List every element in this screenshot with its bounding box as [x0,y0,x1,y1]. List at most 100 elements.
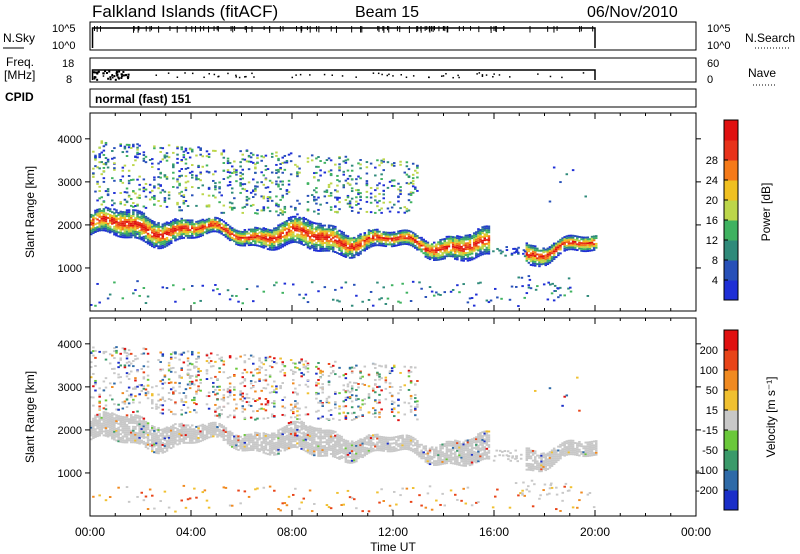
power-cell [220,152,223,155]
velocity-cell [106,412,110,415]
velocity-cell [222,429,226,432]
power-cell [334,241,337,244]
power-cell [359,199,362,202]
power-cell [449,237,453,240]
velocity-cell [178,358,181,361]
velocity-cell [292,428,295,431]
power-cell [563,247,566,250]
power-cell [254,230,257,233]
colorbar-frame [723,119,739,301]
power-cell [106,193,110,196]
power-cell [321,246,324,248]
power-cell [498,249,501,252]
power-cell [552,250,556,253]
velocity-cell [111,414,114,417]
power-cell [157,247,160,250]
power-cell [275,230,278,233]
power-cell [464,248,468,251]
power-cell [281,180,284,183]
power-cell [454,246,457,249]
power-cell [571,169,575,172]
velocity-cell [153,445,156,448]
velocity-cell [102,420,106,423]
velocity-cell [108,496,112,498]
power-cell [485,238,489,241]
velocity-cell [228,430,232,433]
power-cell [102,166,106,169]
power-cell [142,212,146,215]
power-cell [241,231,245,233]
power-cell [369,237,373,240]
power-cell [481,241,484,244]
velocity-cell [233,375,236,377]
power-cell [313,235,316,238]
power-cell [268,244,272,247]
power-cell [169,240,173,243]
power-cell [298,155,301,158]
velocity-cell [169,429,173,432]
velocity-cell [178,431,181,434]
power-cell [447,237,451,240]
power-cell [216,288,219,291]
power-cell [226,289,230,292]
velocity-cell [270,449,274,452]
power-cell [367,229,371,232]
power-cell [182,236,186,239]
power-cell [325,245,329,248]
power-cell [136,153,139,156]
power-cell [174,231,177,234]
power-cell [411,233,415,236]
power-cell [477,228,480,231]
power-cell [542,255,545,258]
power-cell [287,217,291,220]
power-cell [281,235,284,238]
power-cell [247,228,251,231]
power-cell [443,238,447,241]
power-cell [306,225,310,228]
power-cell [405,241,409,244]
power-cell [582,250,585,253]
power-cell [218,223,221,226]
power-cell [475,256,478,259]
power-cell [527,248,531,251]
power-cell [184,162,188,165]
power-cell [180,190,183,193]
power-cell [300,242,303,245]
velocity-cell [163,381,167,384]
power-cell [525,257,529,260]
power-cell [178,231,181,234]
power-cell [178,224,181,227]
velocity-cell [283,445,287,448]
power-cell [296,233,299,236]
power-cell [256,227,259,230]
power-cell [296,241,299,244]
power-cell [148,241,152,244]
velocity-cell [214,421,217,424]
power-cell [401,243,404,246]
power-cell [98,190,101,192]
velocity-cell [287,433,291,436]
power-cell [180,174,183,177]
velocity-cell [142,365,146,368]
power-cell [134,289,137,292]
power-cell [344,255,348,258]
velocity-cell [129,441,133,444]
power-cell [207,187,211,190]
velocity-cell [121,347,125,350]
power-cell [90,223,93,226]
power-cell [397,236,400,239]
velocity-cell [218,430,221,433]
velocity-cell [205,360,209,363]
power-cell [344,252,348,255]
velocity-cell [247,443,251,446]
power-cell [191,225,194,228]
velocity-cell [193,437,196,440]
power-cell [277,238,280,240]
power-cell [132,226,135,229]
power-cell [395,240,398,243]
velocity-cell [273,453,276,456]
power-cell [336,251,339,254]
velocity-cell [188,380,192,383]
power-cell [447,253,451,256]
power-cell [151,241,154,244]
